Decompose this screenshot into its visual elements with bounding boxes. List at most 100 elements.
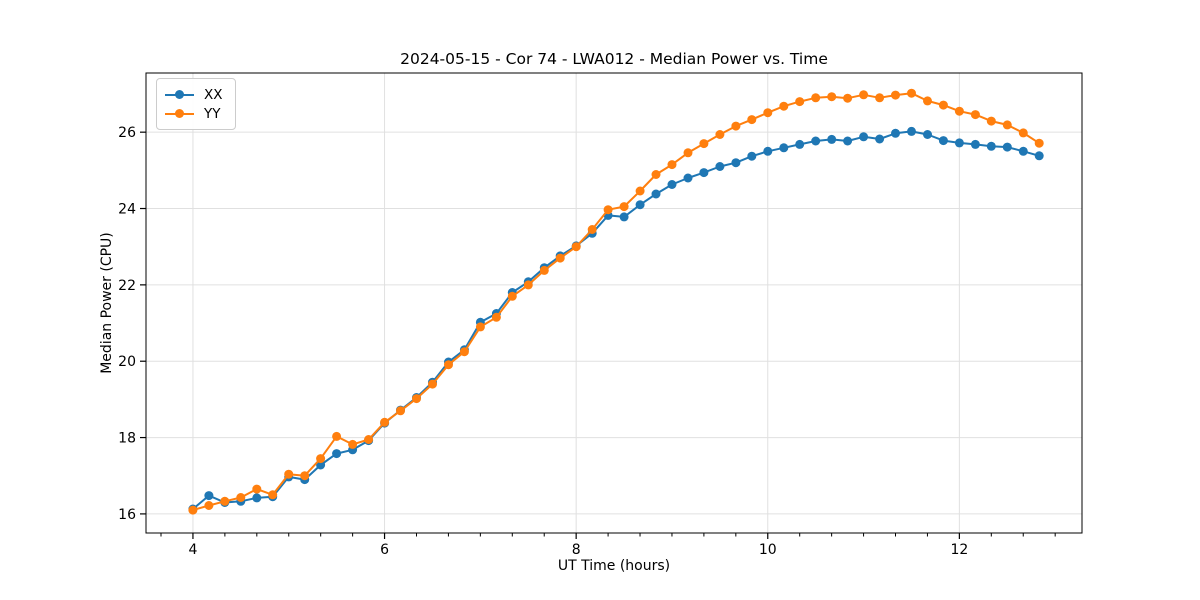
data-point-yy	[284, 469, 294, 479]
data-point-xx	[986, 141, 996, 151]
data-point-yy	[907, 88, 916, 98]
data-point-yy	[348, 439, 358, 449]
x-tick-label: 10	[759, 542, 777, 558]
legend-marker-icon	[175, 109, 184, 118]
legend-swatch-xx	[165, 90, 194, 99]
data-point-yy	[523, 280, 533, 290]
data-point-yy	[891, 90, 900, 100]
data-point-xx	[923, 130, 932, 139]
data-point-xx	[875, 134, 885, 144]
data-point-yy	[715, 130, 725, 139]
data-point-yy	[667, 160, 677, 170]
y-tick-label: 16	[118, 507, 136, 523]
x-tick-label: 4	[188, 542, 197, 558]
data-point-xx	[747, 151, 757, 161]
data-point-xx	[316, 460, 326, 470]
data-point-yy	[859, 90, 869, 100]
data-point-yy	[364, 435, 374, 444]
data-point-yy	[603, 205, 613, 215]
data-point-xx	[779, 143, 789, 153]
y-tick-label: 24	[118, 202, 136, 218]
legend-label-xx: XX	[204, 86, 223, 103]
data-point-yy	[747, 115, 757, 125]
data-point-yy	[380, 417, 390, 427]
legend: XX YY	[156, 78, 236, 130]
legend-label-yy: YY	[204, 105, 221, 122]
chart-title: 2024-05-15 - Cor 74 - LWA012 - Median Po…	[400, 50, 828, 68]
data-point-xx	[667, 180, 677, 189]
data-point-yy	[332, 431, 342, 441]
data-point-yy	[827, 92, 837, 102]
data-point-yy	[923, 96, 932, 106]
data-point-xx	[635, 200, 645, 210]
data-point-yy	[843, 93, 853, 103]
data-point-xx	[715, 162, 725, 171]
data-point-xx	[252, 493, 262, 503]
data-point-yy	[571, 242, 581, 252]
data-point-xx	[843, 136, 853, 146]
data-point-xx	[859, 132, 869, 142]
data-point-yy	[699, 139, 709, 149]
data-point-xx	[1034, 151, 1044, 161]
data-point-yy	[555, 253, 565, 263]
y-tick-label: 20	[118, 354, 136, 370]
y-tick-label: 22	[118, 278, 136, 294]
data-point-yy	[1002, 120, 1012, 130]
data-point-xx	[763, 146, 773, 156]
data-point-yy	[970, 110, 980, 120]
data-point-yy	[396, 406, 405, 416]
data-point-yy	[1034, 138, 1044, 148]
data-point-xx	[683, 173, 693, 183]
data-point-yy	[795, 97, 805, 107]
data-point-yy	[491, 312, 501, 322]
data-point-yy	[459, 347, 469, 357]
data-point-yy	[300, 471, 310, 481]
data-point-yy	[220, 496, 230, 506]
data-point-xx	[651, 189, 661, 199]
data-point-yy	[252, 484, 262, 494]
data-point-xx	[827, 134, 837, 144]
data-point-xx	[731, 158, 741, 168]
data-point-xx	[938, 136, 948, 146]
data-point-yy	[811, 93, 821, 103]
data-point-yy	[1018, 128, 1028, 138]
legend-entry-yy: YY	[165, 104, 223, 123]
data-point-xx	[1002, 142, 1012, 152]
y-tick-label: 26	[118, 125, 136, 141]
data-point-xx	[1018, 146, 1028, 156]
data-point-yy	[444, 360, 453, 370]
legend-marker-icon	[175, 90, 184, 99]
legend-swatch-yy	[165, 109, 194, 118]
data-point-xx	[795, 139, 805, 149]
x-axis-label: UT Time (hours)	[557, 558, 671, 574]
data-point-yy	[651, 170, 661, 179]
data-point-xx	[699, 168, 709, 178]
data-point-yy	[475, 322, 485, 332]
data-point-yy	[779, 101, 789, 111]
data-point-xx	[204, 491, 214, 501]
series-line-yy	[192, 92, 1040, 512]
data-point-xx	[970, 139, 980, 149]
plot-border	[145, 72, 1083, 534]
data-point-xx	[811, 136, 821, 146]
x-tick-label: 6	[380, 542, 389, 558]
y-axis-label: Median Power (CPU)	[99, 232, 115, 374]
x-tick-label: 8	[572, 542, 581, 558]
data-point-yy	[428, 379, 437, 389]
data-point-yy	[507, 291, 517, 301]
data-point-yy	[316, 454, 326, 464]
data-point-yy	[587, 225, 597, 234]
y-tick-label: 18	[118, 431, 136, 447]
data-point-yy	[763, 108, 773, 118]
data-point-xx	[907, 126, 916, 136]
series-line-xx	[192, 130, 1040, 510]
data-point-xx	[954, 138, 964, 148]
data-point-yy	[268, 490, 278, 500]
data-point-xx	[332, 449, 342, 459]
data-point-yy	[954, 106, 964, 116]
data-point-yy	[412, 394, 421, 404]
legend-entry-xx: XX	[165, 85, 223, 104]
data-point-yy	[236, 493, 246, 502]
data-point-yy	[539, 265, 549, 275]
